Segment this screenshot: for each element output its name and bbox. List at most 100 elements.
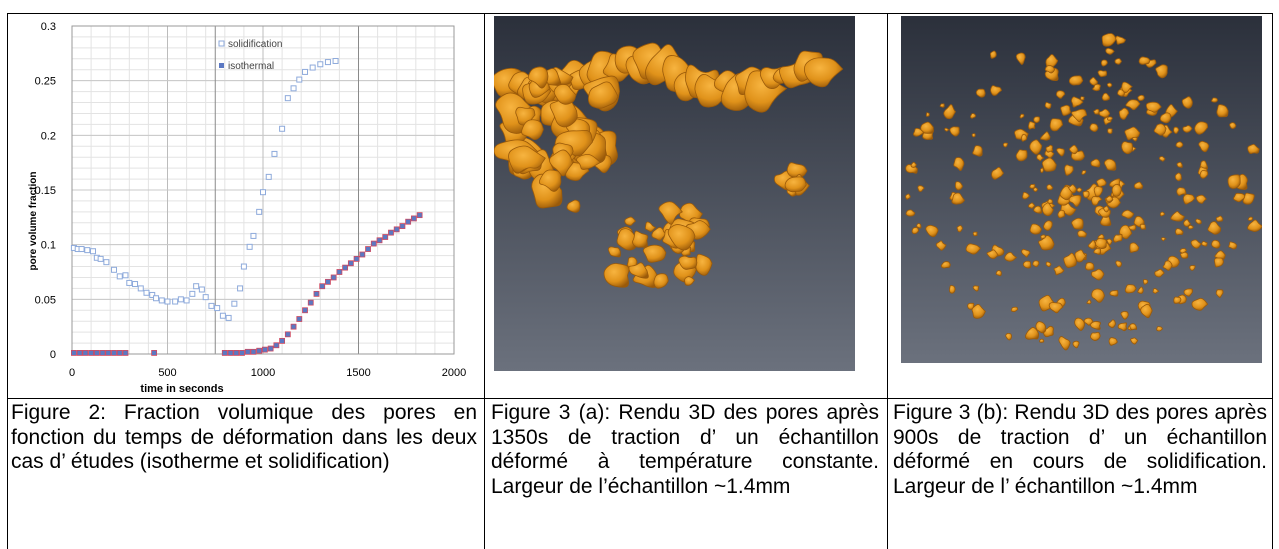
data-point <box>116 273 123 280</box>
pore <box>1121 209 1135 219</box>
pore <box>1074 249 1088 263</box>
data-point <box>246 243 253 250</box>
pore <box>1045 54 1059 69</box>
pore <box>1106 82 1113 88</box>
data-point <box>225 314 232 321</box>
x-tick-label: 500 <box>158 367 176 379</box>
y-axis-label: pore volume fraction <box>28 172 39 271</box>
pore <box>972 231 978 237</box>
pore <box>920 121 934 134</box>
y-tick-label: 0.3 <box>41 21 56 33</box>
pore <box>1176 161 1183 168</box>
pore <box>1183 288 1193 297</box>
pore <box>1041 202 1054 217</box>
data-point <box>359 251 366 258</box>
pore <box>1077 230 1087 238</box>
data-point <box>88 350 94 356</box>
pore <box>1190 239 1202 249</box>
pore <box>1187 224 1194 230</box>
data-point <box>103 259 110 266</box>
pore <box>1215 215 1224 222</box>
pore <box>1068 194 1082 207</box>
data-point <box>342 264 349 271</box>
pore <box>965 243 981 255</box>
pore <box>1036 153 1045 162</box>
pore <box>944 127 950 132</box>
chart-series <box>70 57 423 356</box>
pore <box>1015 52 1026 65</box>
pore <box>1083 317 1094 326</box>
pore <box>1035 321 1047 334</box>
data-point <box>302 68 309 75</box>
data-point <box>260 189 266 196</box>
pore <box>1019 113 1025 119</box>
pore <box>1170 211 1185 222</box>
data-point <box>273 342 280 349</box>
pore <box>1214 250 1226 260</box>
x-tick-label: 1000 <box>251 367 275 379</box>
pore <box>644 221 657 232</box>
pore <box>1044 65 1056 74</box>
pore <box>1028 121 1036 130</box>
data-point <box>132 281 139 288</box>
pore <box>1089 123 1099 132</box>
pore <box>1089 321 1101 330</box>
pore <box>1063 252 1077 268</box>
pore <box>1105 195 1114 203</box>
pore <box>1100 59 1108 67</box>
caption-figure-3b: Figure 3 (b): Rendu 3D des pores après 9… <box>893 401 1267 498</box>
pore <box>1124 284 1137 294</box>
pore <box>1059 185 1073 201</box>
table-divider-1 <box>484 13 485 549</box>
pore <box>553 84 577 105</box>
pore <box>784 176 807 193</box>
pore <box>910 161 917 168</box>
y-tick-label: 0.15 <box>35 185 56 197</box>
pore <box>786 162 808 178</box>
data-point <box>71 350 77 356</box>
pore <box>1199 169 1209 179</box>
pore <box>1092 83 1101 92</box>
render-3d-solidification <box>901 16 1262 363</box>
pore <box>1071 96 1084 108</box>
pore <box>1045 144 1054 153</box>
legend-swatch <box>219 63 224 68</box>
data-point <box>239 350 245 356</box>
pore <box>905 209 916 217</box>
pore <box>1228 241 1238 250</box>
pore <box>1111 183 1122 197</box>
series-isothermal <box>71 212 423 356</box>
pore <box>1010 306 1019 313</box>
pore <box>1182 125 1193 133</box>
data-point <box>233 350 240 356</box>
pore <box>1181 96 1193 109</box>
pore <box>956 225 964 233</box>
pore <box>1040 131 1051 141</box>
pore <box>953 157 965 172</box>
data-point <box>143 289 150 296</box>
pore <box>1039 167 1044 173</box>
pore <box>1115 35 1127 45</box>
pore <box>1091 195 1103 206</box>
x-axis-label: time in seconds <box>140 383 223 395</box>
pore <box>1138 56 1151 65</box>
data-point <box>244 348 251 355</box>
pore <box>616 228 637 251</box>
pore <box>1216 104 1229 118</box>
pore <box>1159 211 1166 217</box>
pore <box>1069 144 1079 155</box>
pore <box>1015 149 1028 162</box>
pore <box>905 193 911 200</box>
data-point <box>164 298 171 305</box>
data-point <box>256 347 263 354</box>
pore <box>1021 133 1028 142</box>
caption-figure-3a: Figure 3 (a): Rendu 3D des pores après 1… <box>491 401 879 498</box>
pore <box>1120 311 1129 320</box>
data-point <box>99 350 106 356</box>
chart-axes: 0 500 1000 1500 2000 0 0.05 0.1 0.15 0.2 0.25 0.3 <box>35 21 467 379</box>
pore <box>989 50 997 59</box>
data-point <box>214 305 221 312</box>
pore <box>1137 94 1145 102</box>
pore <box>1053 265 1065 276</box>
pore <box>1058 336 1071 351</box>
